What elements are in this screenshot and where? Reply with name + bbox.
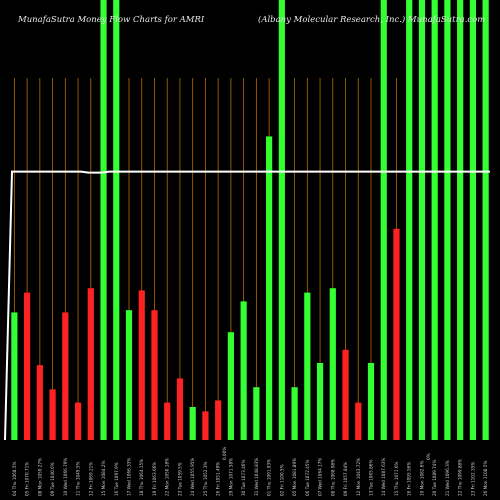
bar-up — [227, 332, 234, 440]
bar-down — [49, 389, 56, 440]
bar-up — [240, 301, 247, 440]
bar-down — [215, 400, 222, 440]
x-tick-label: 09 Tue 1040.6% — [50, 462, 55, 496]
x-tick-label: 18 Thu 1064.15% — [139, 459, 144, 496]
x-tick-label: 12 Mon 1043.72% — [356, 458, 361, 496]
bar-up — [125, 310, 133, 440]
chart-title-right: (Albany Molecular Research, Inc.) Munafa… — [258, 14, 485, 25]
bar-down — [151, 310, 158, 440]
x-tick-label: 24 Wed 1055.95% — [190, 458, 195, 496]
x-tick-label: 19 Mon 1082.6% — [419, 461, 424, 496]
x-tick-label: 06 Tue 1072.45% — [305, 460, 310, 496]
x-tick-label: 02 Fri 1100.5% — [279, 464, 284, 496]
flow-line — [4, 170, 490, 441]
x-tick-label: 25 Thu 1052.3% — [203, 461, 208, 496]
x-tick-label: 22 Thu 1099.88% — [458, 459, 463, 496]
bar-up — [367, 363, 375, 440]
x-tick-label: 17 Wed 1066.33% — [127, 458, 132, 496]
x-tick-label: 05 Fri 1070.71% — [25, 462, 30, 496]
bar-down — [393, 228, 400, 440]
bar-up — [266, 136, 273, 440]
x-tick-label: 31 Wed 1048.83% — [254, 458, 259, 496]
x-tick-label: 26 Mon 1108.5% — [483, 461, 488, 496]
x-tick-label: 23 Tue 1059.5% — [177, 462, 182, 496]
bar-down — [74, 402, 82, 440]
x-tick-label: 09 Fri 1057.84% — [343, 462, 348, 496]
x-tick-label: 07 Wed 1064.17% — [318, 458, 323, 496]
bar-up — [100, 0, 107, 440]
x-tick-label: 11 Thu 1049.5% — [76, 461, 81, 496]
x-tick-label: 21 Wed 1096.3% — [445, 460, 450, 496]
bar-up — [189, 407, 196, 440]
bar-up — [482, 0, 489, 440]
bar-down — [202, 411, 209, 440]
x-tick-label: 05 Mon 1081.89% — [292, 458, 297, 496]
bar-up — [444, 0, 451, 440]
bar-up — [304, 292, 311, 440]
x-tick-label: 12 Fri 1069.21% — [88, 462, 93, 496]
bar-down — [24, 292, 31, 440]
x-tick-label: 30 Tue 1073.46% — [241, 460, 246, 496]
bar-up — [316, 363, 324, 440]
mid-label: 0% — [426, 453, 431, 460]
bar-up — [469, 0, 476, 440]
x-tick-label: 22 Mon 1050.18% — [165, 458, 170, 496]
x-tick-label: 15 Thu 1071.6% — [394, 461, 399, 496]
x-tick-label: 16 Fri 1095.56% — [407, 462, 412, 496]
bar-up — [11, 312, 18, 440]
bar-up — [291, 387, 298, 440]
bar-down — [138, 290, 145, 440]
bar-down — [87, 288, 94, 440]
line-group — [4, 170, 490, 441]
bar-down — [342, 349, 349, 440]
bar-down — [355, 402, 362, 440]
x-tick-label: 15 Mon 1084.2% — [101, 461, 106, 496]
bar-up — [253, 387, 260, 440]
x-tick-label: 01 Thu 1091.93% — [267, 459, 272, 496]
bar-down — [62, 312, 69, 440]
bar-up — [431, 0, 438, 440]
x-tick-label: 13 Tue 1065.86% — [369, 460, 374, 496]
x-tick-label: 16 Tue 1097.9% — [114, 462, 119, 496]
bar-up — [278, 0, 285, 440]
chart-title-left: MunafaSutra Money Flow Charts for AMRI — [17, 15, 205, 25]
x-tick-label: 04 Thu 1068.5% — [12, 461, 17, 496]
x-tick-label: 08 Mon 1059.27% — [37, 458, 42, 496]
x-tick-label: 20 Tue 1089.74% — [432, 460, 437, 496]
bar-down — [164, 402, 171, 440]
x-tick-label: 26 Fri 1051.49% — [216, 462, 221, 496]
x-tick-label: 14 Wed 1087.63% — [381, 458, 386, 496]
bars-group — [11, 0, 489, 440]
bar-down — [36, 365, 43, 440]
x-tick-label: 19 Fri 1063.66% — [152, 462, 157, 496]
bar-up — [329, 288, 336, 440]
mid-label: 0.00% — [222, 447, 227, 460]
tick-labels-group: 04 Thu 1068.5% 05 Fri 1070.71% 08 Mon 10… — [12, 447, 488, 496]
bar-down — [176, 378, 184, 440]
x-tick-label: 08 Thu 1068.98% — [330, 459, 335, 496]
x-tick-label: 10 Wed 1066.79% — [63, 458, 68, 496]
x-tick-label: 29 Mon 1071.58% — [228, 458, 233, 496]
bar-up — [380, 0, 387, 440]
x-tick-label: 23 Fri 1102.35% — [470, 462, 475, 496]
bar-up — [457, 0, 464, 440]
bar-up — [418, 0, 426, 440]
bar-up — [406, 0, 413, 440]
bar-up — [113, 0, 120, 440]
